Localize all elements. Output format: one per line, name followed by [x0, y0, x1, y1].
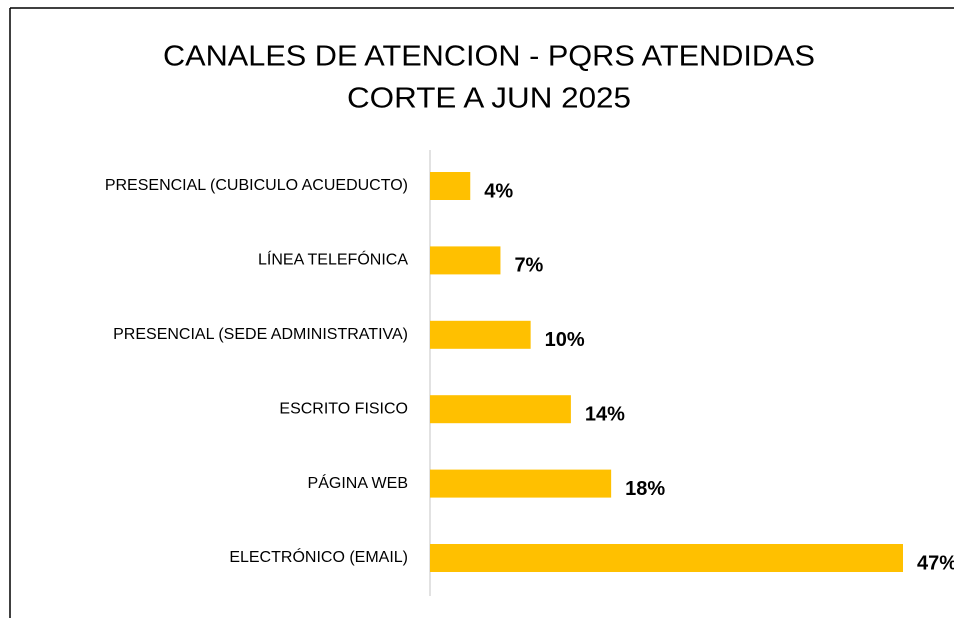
value-label: 47% — [917, 552, 954, 574]
value-label: 18% — [625, 478, 665, 500]
category-label: LÍNEA TELEFÓNICA — [258, 250, 408, 269]
category-label: PÁGINA WEB — [308, 473, 408, 492]
bar — [430, 544, 903, 572]
category-label: PRESENCIAL (SEDE ADMINISTRATIVA) — [113, 326, 408, 343]
bar — [430, 246, 501, 275]
category-label: ESCRITO FISICO — [279, 400, 408, 417]
value-label: 14% — [585, 403, 625, 425]
bar — [430, 469, 612, 498]
value-label: 10% — [545, 329, 585, 351]
value-label: 7% — [514, 255, 543, 277]
category-label: ELECTRÓNICO (EMAIL) — [229, 547, 408, 566]
chart-subtitle: CORTE A JUN 2025 — [347, 83, 631, 115]
category-label: PRESENCIAL (CUBICULO ACUEDUCTO) — [105, 177, 408, 194]
value-label: 4% — [484, 180, 513, 202]
bar — [430, 320, 531, 349]
bar — [430, 172, 471, 200]
bar — [430, 395, 571, 424]
chart-title: CANALES DE ATENCION - PQRS ATENDIDAS — [163, 41, 815, 73]
